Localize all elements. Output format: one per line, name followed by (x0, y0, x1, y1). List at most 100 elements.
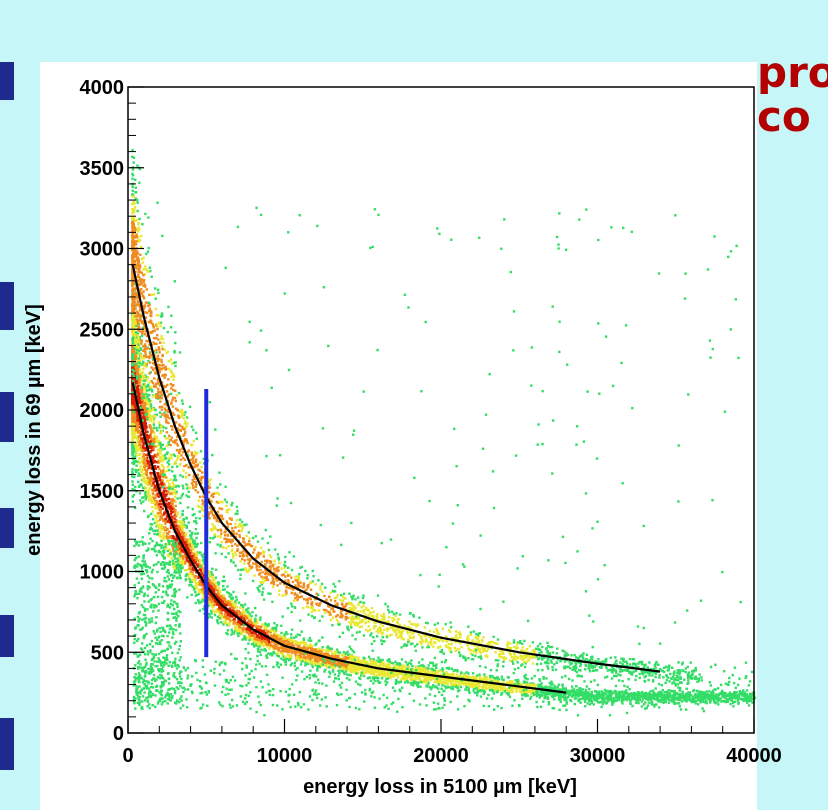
data-point (425, 681, 428, 684)
data-point (339, 657, 342, 661)
data-point (478, 682, 481, 685)
data-point (256, 654, 259, 658)
data-point (610, 690, 613, 693)
data-point (561, 695, 565, 699)
data-point (282, 658, 285, 662)
data-point (302, 637, 305, 640)
data-point (361, 668, 364, 671)
data-point (298, 644, 301, 648)
data-point (621, 690, 624, 693)
data-point (462, 673, 466, 676)
data-point (165, 401, 168, 405)
data-point (455, 673, 459, 676)
data-point (500, 693, 503, 696)
data-point (368, 667, 371, 671)
data-point (592, 698, 596, 701)
data-point (682, 693, 685, 696)
data-point (211, 599, 214, 602)
data-point (423, 677, 426, 680)
data-point (625, 695, 628, 698)
data-point (675, 693, 678, 696)
data-point (171, 545, 175, 548)
data-point (238, 630, 241, 633)
data-point (395, 678, 398, 682)
data-point (410, 676, 414, 679)
data-point (636, 699, 639, 702)
data-point (668, 695, 672, 698)
data-point (535, 695, 539, 698)
data-point (131, 422, 134, 425)
data-point (175, 560, 178, 563)
data-point (199, 551, 202, 554)
data-point (537, 685, 540, 689)
data-point (397, 676, 400, 679)
data-point (417, 665, 421, 668)
data-point (295, 659, 298, 662)
data-point (158, 452, 162, 455)
data-point (174, 504, 177, 508)
data-point (148, 487, 151, 490)
data-point (293, 664, 296, 668)
data-point (290, 633, 293, 636)
data-point (136, 385, 140, 388)
data-point (326, 647, 329, 650)
data-point (309, 639, 313, 642)
data-point (287, 638, 291, 641)
data-point (234, 602, 237, 605)
data-point (217, 583, 220, 586)
data-point (256, 648, 260, 651)
data-point (207, 570, 210, 573)
data-point (434, 673, 437, 676)
data-point (751, 701, 754, 704)
data-point (612, 698, 615, 702)
data-point (217, 593, 220, 597)
data-point (698, 693, 701, 696)
data-point (299, 651, 302, 654)
data-point (333, 673, 337, 676)
data-point (563, 694, 566, 697)
data-point (162, 534, 165, 537)
data-point (166, 503, 169, 506)
data-point (628, 698, 632, 701)
data-point (174, 492, 178, 496)
data-point (191, 552, 194, 555)
data-point (260, 648, 263, 651)
data-point (485, 678, 488, 681)
data-point (295, 657, 298, 661)
data-point (134, 420, 137, 423)
data-point (544, 692, 547, 696)
data-point (133, 488, 136, 492)
data-point (194, 590, 197, 594)
data-point (538, 696, 541, 699)
data-point (142, 500, 145, 503)
data-point (131, 487, 134, 491)
data-point (408, 661, 411, 665)
data-point (237, 601, 241, 604)
data-point (343, 658, 347, 661)
data-point (482, 676, 486, 679)
data-point (131, 443, 134, 446)
data-point (211, 573, 214, 577)
data-point (150, 523, 154, 526)
data-point (212, 588, 215, 591)
data-point (319, 651, 322, 655)
data-point (460, 675, 463, 679)
data-point (166, 515, 170, 518)
data-point (402, 664, 405, 667)
data-point (228, 593, 232, 596)
data-point (148, 482, 151, 485)
data-point (161, 493, 164, 496)
data-point (387, 671, 391, 675)
data-point (651, 693, 655, 696)
data-point (135, 430, 139, 433)
data-point (445, 666, 448, 670)
data-point (246, 614, 250, 617)
data-point (547, 697, 550, 700)
data-point (166, 491, 169, 494)
data-point (377, 679, 380, 683)
data-point (416, 669, 419, 672)
data-point (226, 610, 229, 614)
data-point (230, 599, 234, 603)
data-point (201, 567, 204, 570)
data-point (474, 677, 478, 680)
